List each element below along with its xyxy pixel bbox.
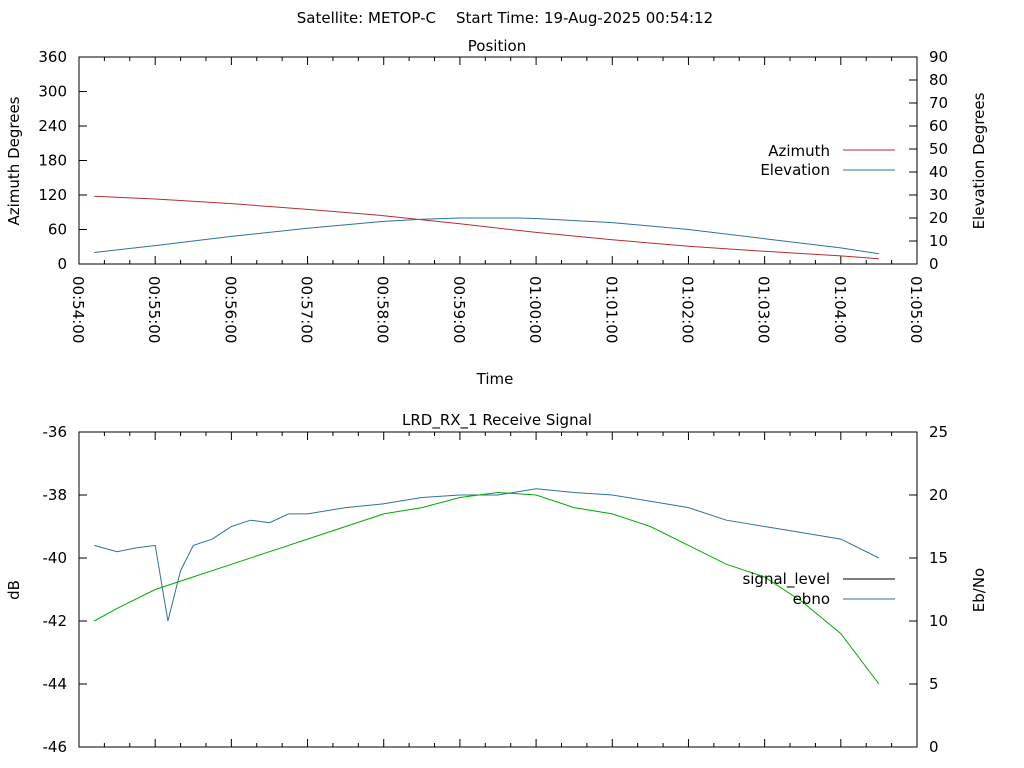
signal-legend: signal_level ebno: [742, 570, 895, 608]
signal-y2-tick-label: 5: [929, 675, 939, 693]
position-series-line-1: [94, 217, 879, 255]
position-y-tick-label: 240: [38, 117, 67, 135]
signal-y-tick-label: -38: [43, 486, 68, 504]
signal-y2-tick-label: 10: [929, 612, 948, 630]
position-x-tick-label: 00:55:00: [145, 276, 163, 343]
position-x-axis-label: Time: [476, 370, 514, 388]
signal-y-tick-label: -40: [43, 549, 68, 567]
position-x-tick-label: 01:05:00: [907, 276, 925, 343]
signal-chart: LRD_RX_1 Receive Signal -46-44-42-40-38-…: [5, 411, 988, 756]
position-y2-axis-label: Elevation Degrees: [970, 92, 988, 229]
position-x-tick-label: 00:59:00: [450, 276, 468, 343]
signal-series-line-1: [94, 488, 880, 622]
signal-y-tick-label: -46: [43, 738, 68, 756]
position-y-tick-label: 300: [38, 83, 67, 101]
signal-plot-frame: [78, 431, 918, 748]
position-x-ticks: 00:54:00 00:55:00 00:56:00 00:57:00 00:58:00…: [69, 57, 925, 343]
position-x-tick-label: 01:02:00: [678, 276, 696, 343]
position-y-tick-label: 360: [38, 48, 67, 66]
legend-label-ebno: ebno: [793, 590, 830, 608]
legend-label-elevation: Elevation: [760, 161, 830, 179]
signal-y2-axis-label: Eb/No: [970, 568, 988, 612]
position-y-axis-label: Azimuth Degrees: [5, 96, 23, 225]
signal-y2-tick-label: 25: [929, 423, 948, 441]
position-y-tick-label: 180: [38, 152, 67, 170]
position-y2-tick-label: 20: [929, 209, 948, 227]
signal-series: [93, 488, 880, 685]
position-y2-tick-label: 10: [929, 232, 948, 250]
position-y-tick-label: 0: [57, 255, 67, 273]
position-y2-tick-label: 70: [929, 94, 948, 112]
header-satellite: Satellite: METOP-C: [297, 9, 436, 27]
position-x-tick-label: 00:57:00: [298, 276, 316, 343]
position-y2-tick-label: 50: [929, 140, 948, 158]
signal-y2-tick-label: 15: [929, 549, 948, 567]
signal-y-tick-label: -42: [43, 612, 68, 630]
position-x-tick-label: 01:03:00: [755, 276, 773, 343]
signal-y2-tick-label: 20: [929, 486, 948, 504]
position-x-tick-label: 01:01:00: [602, 276, 620, 343]
signal-y-ticks: -46 -44 -42 -40 -38 -36: [43, 423, 87, 756]
position-chart: Position 0 60 120 180 240 300 360 0 10 20 30 40 50 6…: [5, 37, 988, 388]
position-x-tick-label: 00:56:00: [221, 276, 239, 343]
signal-y2-ticks: 0 5 10 15 20 25: [909, 423, 948, 756]
position-y2-tick-label: 90: [929, 48, 948, 66]
position-y-ticks: 0 60 120 180 240 300 360: [38, 48, 87, 273]
legend-label-signal-level: signal_level: [742, 570, 830, 589]
position-x-tick-label: 01:04:00: [831, 276, 849, 343]
position-y2-ticks: 0 10 20 30 40 50 60 70 80 90: [909, 48, 948, 273]
header-start-time: Start Time: 19-Aug-2025 00:54:12: [456, 9, 713, 27]
position-series: [94, 195, 879, 260]
position-legend: Azimuth Elevation: [760, 142, 895, 179]
signal-chart-title: LRD_RX_1 Receive Signal: [402, 411, 592, 430]
position-y2-tick-label: 30: [929, 186, 948, 204]
position-y2-tick-label: 40: [929, 163, 948, 181]
position-chart-title: Position: [468, 37, 526, 55]
position-y2-tick-label: 60: [929, 117, 948, 135]
signal-x-ticks: [78, 432, 918, 747]
position-y-tick-label: 120: [38, 186, 67, 204]
position-x-tick-label: 01:00:00: [526, 276, 544, 343]
position-y2-tick-label: 80: [929, 71, 948, 89]
position-y2-tick-label: 0: [929, 255, 939, 273]
signal-series-line-2: [93, 491, 880, 685]
position-y-tick-label: 60: [48, 221, 67, 239]
signal-y-tick-label: -44: [43, 675, 68, 693]
position-x-tick-label: 00:58:00: [374, 276, 392, 343]
signal-y-tick-label: -36: [43, 423, 68, 441]
position-x-tick-label: 00:54:00: [69, 276, 87, 343]
signal-y2-tick-label: 0: [929, 738, 939, 756]
position-series-line-0: [94, 195, 879, 260]
legend-label-azimuth: Azimuth: [768, 142, 830, 160]
signal-y-axis-label: dB: [5, 580, 23, 600]
